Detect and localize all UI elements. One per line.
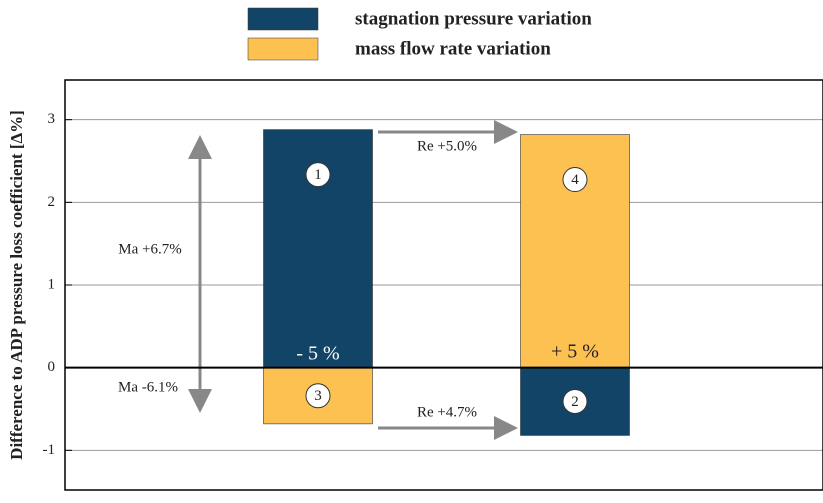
legend-label: mass flow rate variation xyxy=(355,38,551,59)
annotation: Re +5.0% xyxy=(417,138,477,154)
annotation: Re +4.7% xyxy=(417,404,477,420)
annotation: - 5 % xyxy=(296,343,339,365)
legend-swatch xyxy=(247,37,319,61)
bar-badge xyxy=(305,162,331,188)
bar-badge-label: 2 xyxy=(571,394,579,410)
bar-badge xyxy=(562,389,588,415)
y-axis-label: Difference to ADP pressure loss coeffici… xyxy=(7,110,26,460)
plot-frame xyxy=(64,79,823,491)
annotation: Ma -6.1% xyxy=(118,379,178,395)
annotation: + 5 % xyxy=(551,341,599,363)
annotation: Ma +6.7% xyxy=(118,241,181,257)
y-tick-label: 2 xyxy=(48,194,56,210)
bar-badge xyxy=(562,167,588,193)
legend-label: stagnation pressure variation xyxy=(355,8,592,29)
bar-badge-label: 4 xyxy=(571,172,579,188)
y-tick-label: 1 xyxy=(48,276,56,292)
bar-badge-label: 1 xyxy=(314,167,322,183)
y-tick-label: 3 xyxy=(48,111,56,127)
legend-swatch xyxy=(247,7,319,31)
bar-badge-label: 3 xyxy=(314,388,322,404)
y-tick-label: 0 xyxy=(48,359,56,375)
bar-badge xyxy=(305,383,331,409)
y-tick-label: -1 xyxy=(43,442,56,458)
